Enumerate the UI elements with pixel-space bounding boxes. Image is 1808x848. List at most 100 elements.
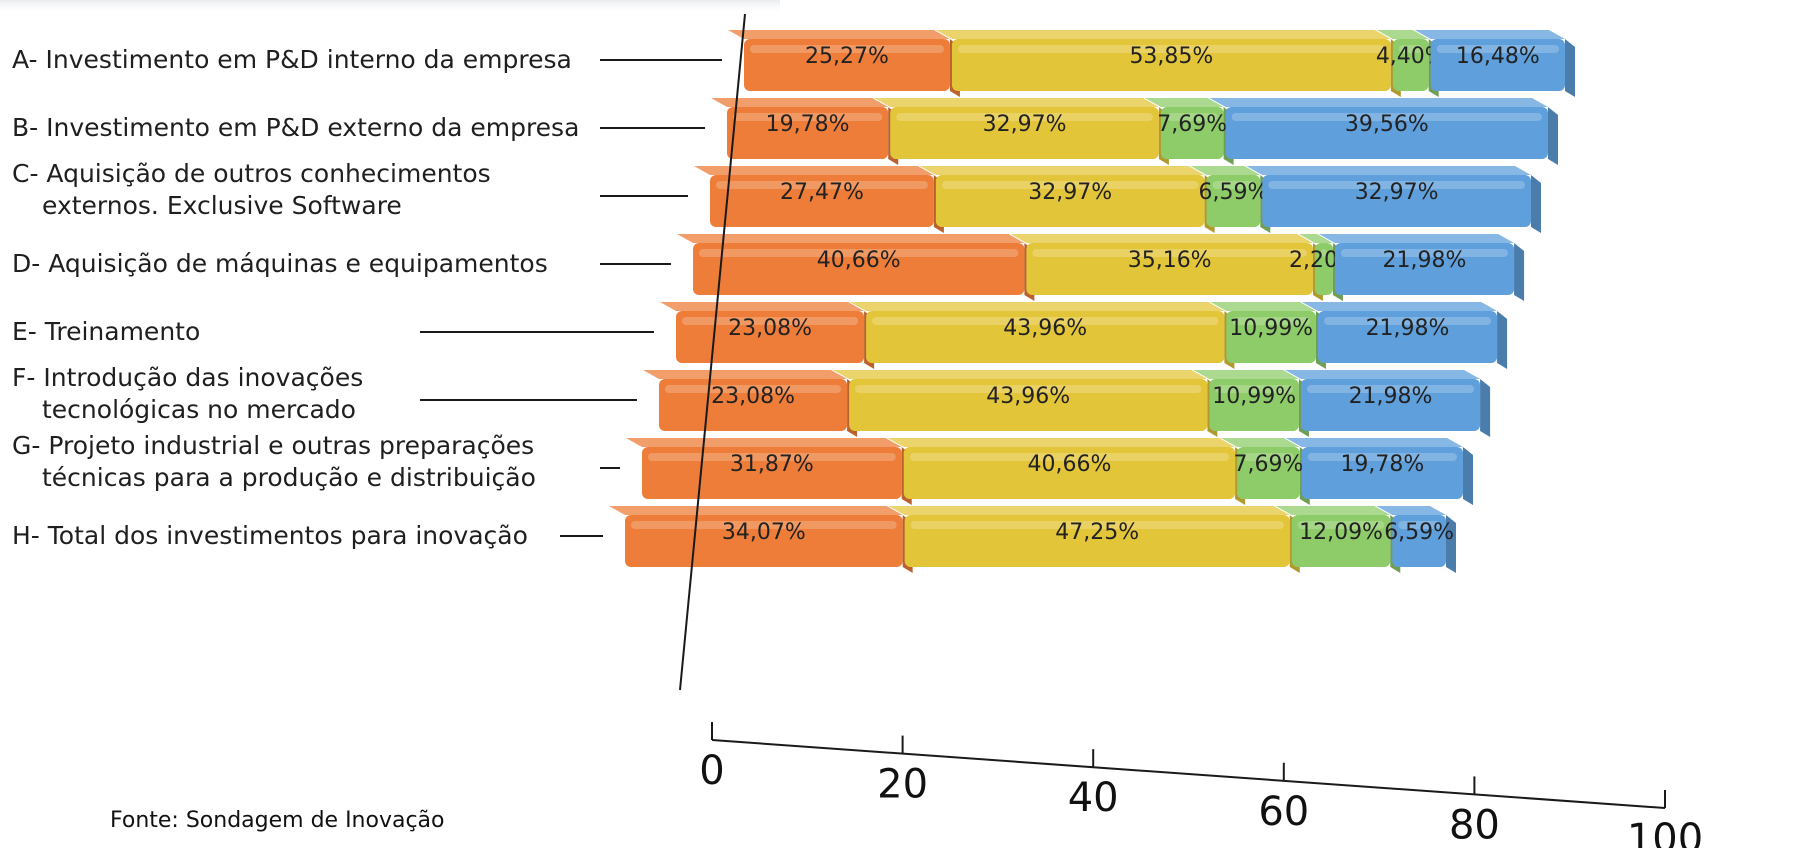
bar-highlight — [1215, 385, 1293, 393]
bar-highlight — [1032, 249, 1307, 257]
data-label: 21,98% — [1366, 316, 1450, 341]
data-label: 21,98% — [1349, 384, 1433, 409]
bar-segment — [1301, 302, 1508, 369]
data-label: 16,48% — [1456, 44, 1540, 69]
bar-segment — [1190, 166, 1271, 233]
bars: 25,27% 53,85% 4,40% 16,48%19,78% 32,97% 7,69%… — [609, 30, 1575, 573]
bar-top-face — [694, 166, 934, 175]
bar-top-face — [1318, 234, 1515, 243]
bar-segment — [1010, 234, 1323, 301]
category-label-line: F- Introdução das inovações — [12, 363, 363, 392]
bar-segment — [1318, 234, 1525, 301]
data-label: 7,69% — [1157, 112, 1227, 137]
data-label: 10,99% — [1229, 316, 1313, 341]
bar-top-face — [1275, 506, 1391, 515]
bar-highlight — [1340, 249, 1509, 257]
data-label: 27,47% — [780, 180, 864, 205]
category-label-line: externos. Exclusive Software — [42, 191, 402, 220]
bar-highlight — [872, 317, 1219, 325]
category-label-line: tecnológicas no mercado — [42, 395, 356, 424]
bar-top-face — [1209, 98, 1548, 107]
category-labels: A- Investimento em P&D interno da empres… — [12, 45, 579, 550]
bar-highlight — [682, 317, 859, 325]
bar-side-face — [1514, 243, 1525, 301]
bar-highlight — [1232, 317, 1310, 325]
bar-highlight — [1398, 521, 1440, 529]
bar-segment — [833, 370, 1218, 437]
bar-top-face — [1210, 302, 1316, 311]
bar-top-face — [1376, 30, 1429, 39]
bar-top-face — [677, 234, 1025, 243]
data-label: 53,85% — [1129, 44, 1213, 69]
category-axis-line — [679, 13, 746, 691]
bar-highlight — [699, 249, 1019, 257]
x-tick-label: 40 — [1068, 775, 1119, 821]
bar-highlight — [910, 521, 1284, 529]
bar-highlight — [941, 181, 1199, 189]
bar-segment — [1284, 370, 1491, 437]
bar-highlight — [648, 453, 896, 461]
data-label: 6,59% — [1384, 520, 1454, 545]
data-label: 40,66% — [1027, 452, 1111, 477]
bar-highlight — [716, 181, 928, 189]
bar-front-face — [1314, 243, 1333, 295]
source-note: Fonte: Sondagem de Inovação — [110, 808, 445, 833]
bar-highlight — [896, 113, 1153, 121]
data-label: 43,96% — [1003, 316, 1087, 341]
data-label: 6,59% — [1198, 180, 1268, 205]
bar-highlight — [1306, 385, 1475, 393]
bar-top-face — [711, 98, 889, 107]
bar-top-face — [626, 438, 902, 447]
data-label: 19,78% — [766, 112, 850, 137]
category-label-line: H- Total dos investimentos para inovação — [12, 521, 528, 550]
bar-top-face — [1190, 166, 1261, 175]
category-label: D- Aquisição de máquinas e equipamentos — [12, 249, 548, 278]
bar-top-face — [935, 30, 1391, 39]
bar-top-face — [728, 30, 950, 39]
category-label-line: E- Treinamento — [12, 317, 200, 346]
data-label: 19,78% — [1340, 452, 1424, 477]
background-band — [0, 0, 780, 14]
bar-top-face — [660, 302, 865, 311]
bar-top-face — [888, 506, 1290, 515]
category-label: H- Total dos investimentos para inovação — [12, 521, 528, 550]
bar-side-face — [1446, 515, 1456, 573]
bar-segment — [887, 438, 1246, 505]
bar-side-face — [1497, 311, 1508, 369]
bar-highlight — [1436, 45, 1559, 53]
x-tick-label: 60 — [1258, 789, 1309, 835]
data-label: 25,27% — [805, 44, 889, 69]
bar-highlight — [1268, 181, 1525, 189]
bar-top-face — [919, 166, 1205, 175]
bar-highlight — [631, 521, 897, 529]
bar-top-face — [1376, 506, 1446, 515]
bar-side-face — [1463, 447, 1473, 505]
bar-highlight — [750, 45, 944, 53]
bar-highlight — [957, 45, 1385, 53]
bar-segment — [935, 30, 1401, 97]
bar-segment — [874, 98, 1169, 165]
data-label: 12,09% — [1299, 520, 1383, 545]
bar-top-face — [833, 370, 1208, 379]
bar-segment — [888, 506, 1300, 573]
category-label-line: D- Aquisição de máquinas e equipamentos — [12, 249, 548, 278]
data-label: 47,25% — [1055, 520, 1139, 545]
bar-highlight — [1320, 249, 1327, 257]
leader-lines — [420, 59, 722, 537]
data-label: 31,87% — [730, 452, 814, 477]
data-label: 21,98% — [1383, 248, 1467, 273]
category-label: C- Aquisição de outros conhecimentos exte… — [12, 159, 491, 220]
bar-highlight — [1307, 453, 1457, 461]
bar-top-face — [1301, 302, 1498, 311]
bar-highlight — [733, 113, 883, 121]
bar-top-face — [609, 506, 903, 515]
category-label: G- Projeto industrial e outras preparaçõ… — [12, 431, 536, 492]
bar-highlight — [909, 453, 1230, 461]
data-label: 10,99% — [1212, 384, 1296, 409]
bar-top-face — [1284, 370, 1481, 379]
category-label: B- Investimento em P&D externo da empres… — [12, 113, 579, 142]
category-label: A- Investimento em P&D interno da empres… — [12, 45, 572, 74]
bar-top-face — [850, 302, 1225, 311]
bar-segment — [1376, 506, 1456, 573]
bar-top-face — [1285, 438, 1463, 447]
